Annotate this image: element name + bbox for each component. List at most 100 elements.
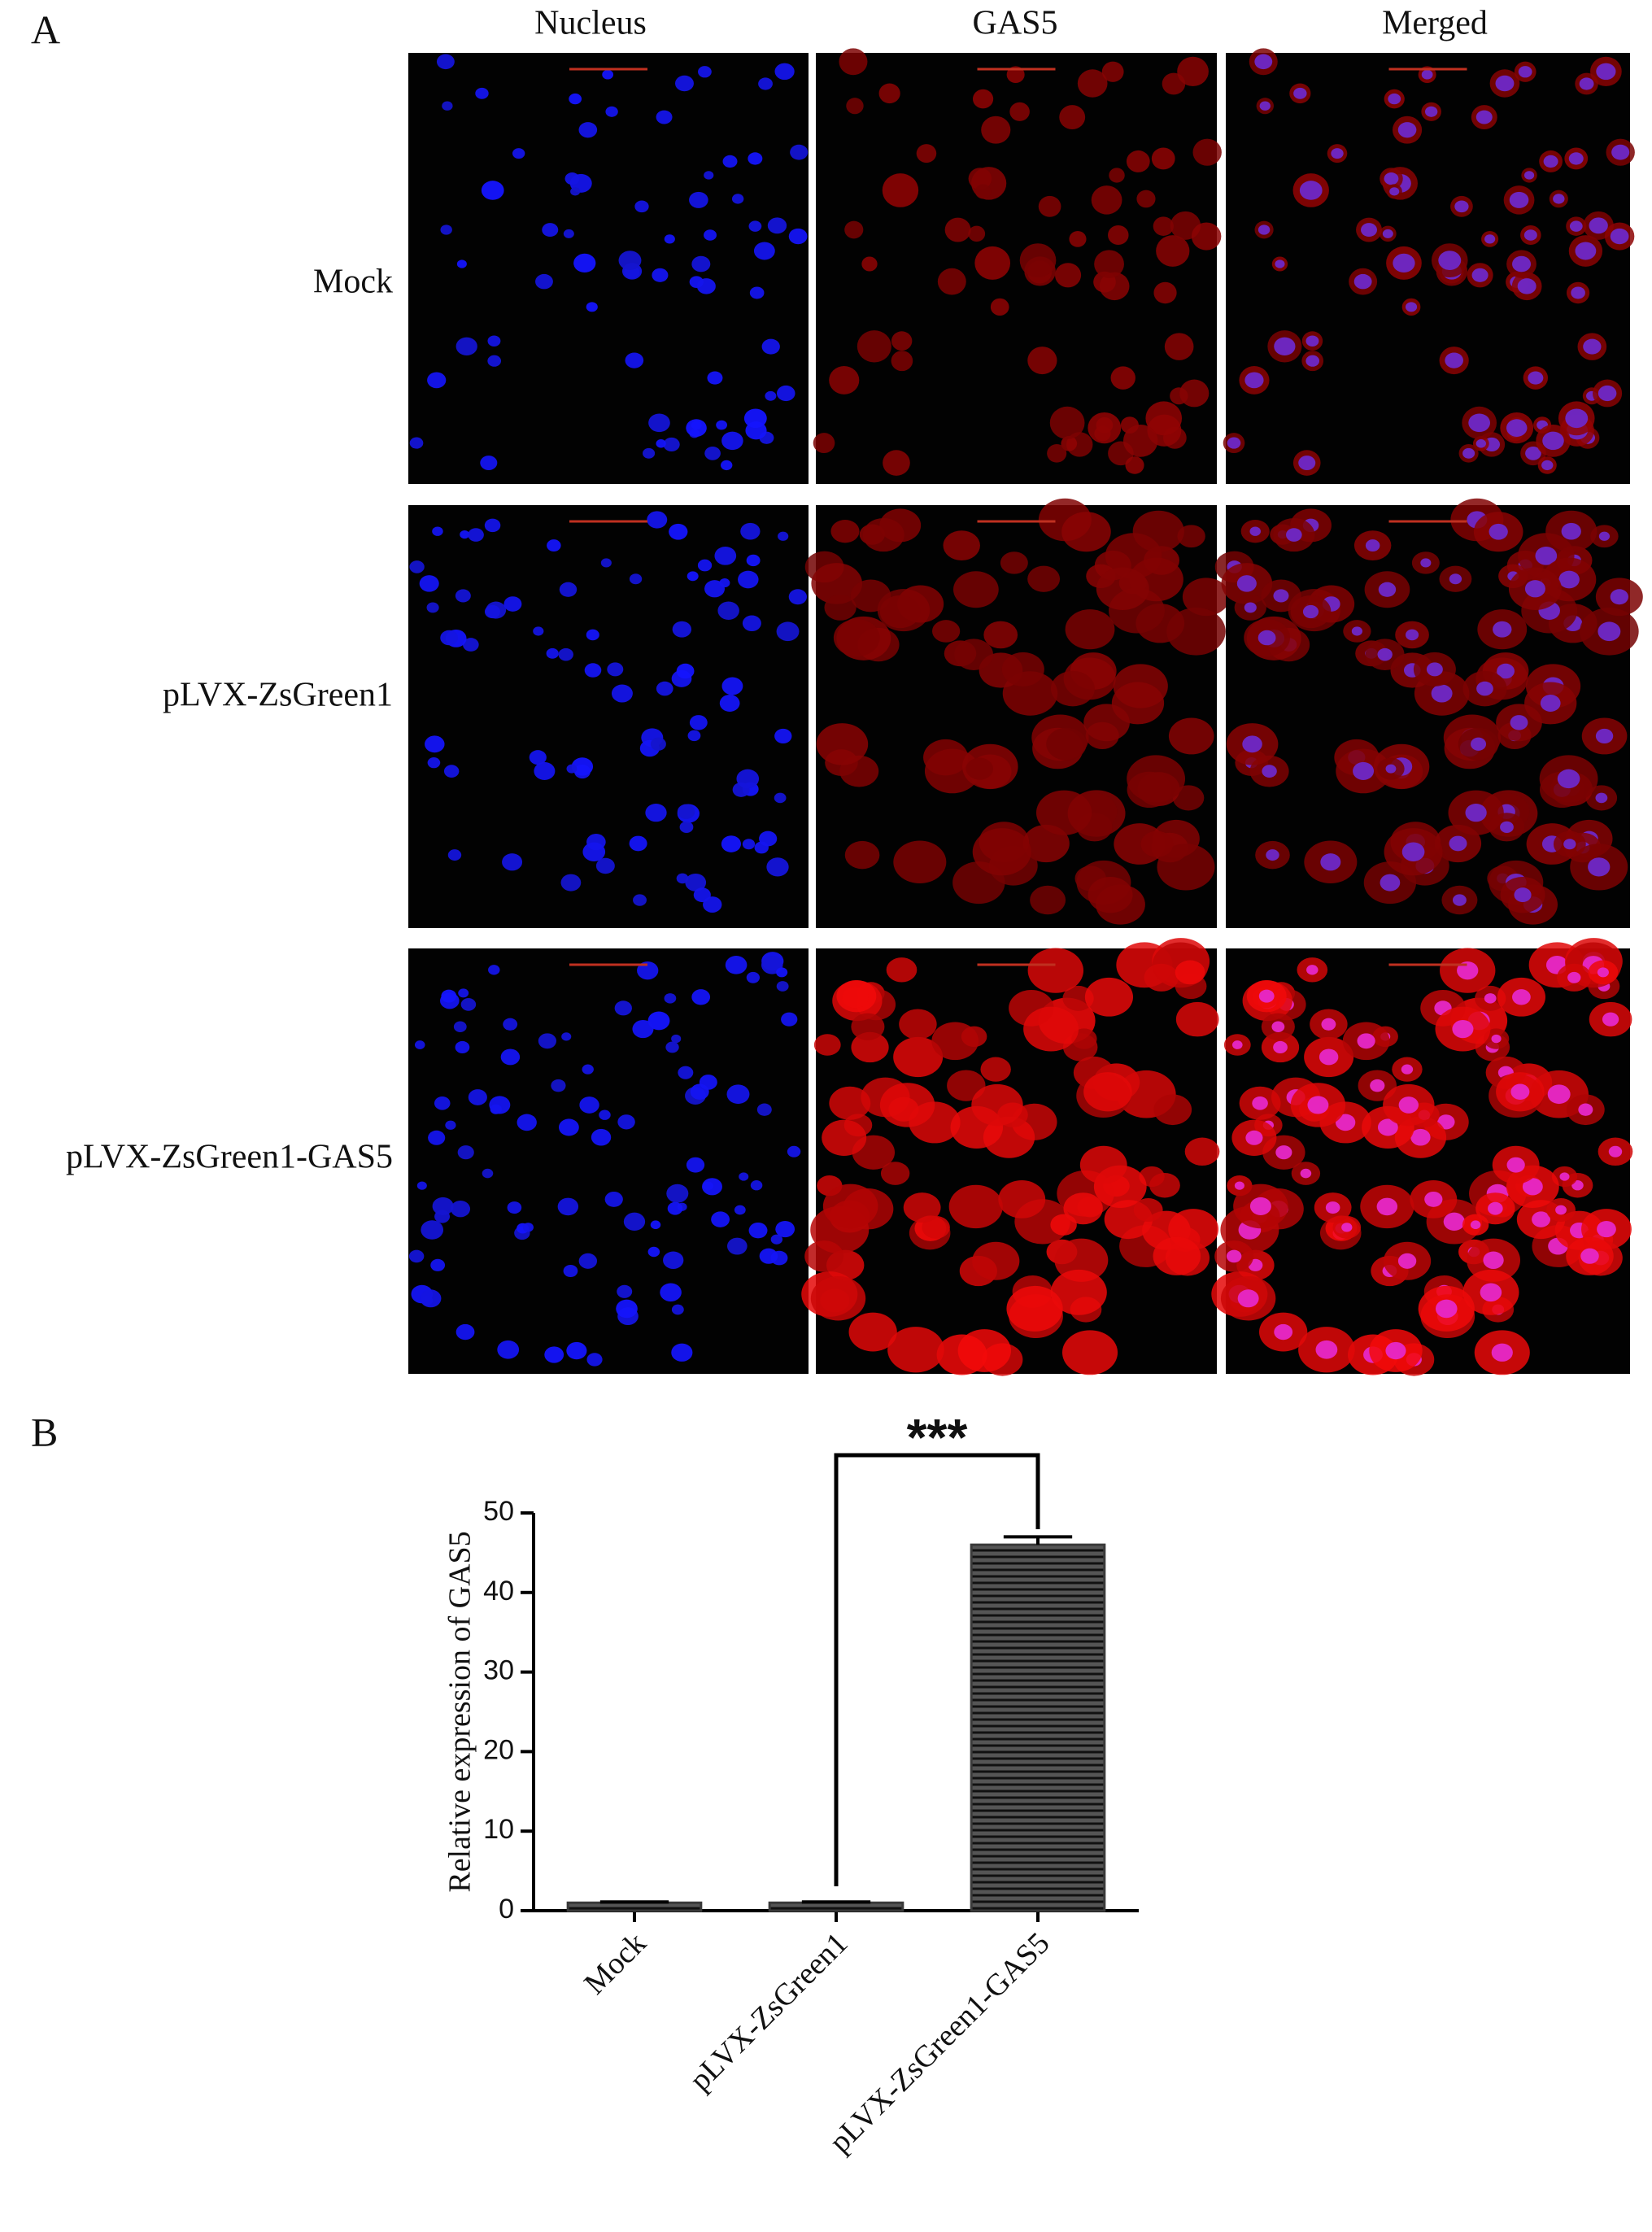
nucleus	[1575, 242, 1597, 260]
image-background	[408, 53, 809, 484]
nucleus	[482, 1168, 494, 1179]
cell-body	[1019, 243, 1057, 278]
nucleus	[693, 887, 711, 903]
nucleus	[1254, 54, 1273, 70]
nucleus	[1424, 1191, 1443, 1207]
cell-body	[1108, 225, 1129, 245]
nucleus	[1321, 1018, 1336, 1031]
nucleus	[720, 460, 733, 471]
cell-body	[1023, 1006, 1079, 1052]
nucleus	[1357, 1033, 1375, 1049]
nucleus	[1484, 234, 1496, 244]
nucleus	[1610, 589, 1628, 605]
nucleus	[726, 1237, 748, 1255]
nucleus	[1385, 764, 1397, 774]
nucleus	[604, 1191, 623, 1207]
nucleus	[788, 228, 808, 245]
nucleus	[1341, 1223, 1353, 1232]
nucleus	[582, 1064, 594, 1075]
nucleus	[484, 604, 501, 619]
cell-body	[883, 450, 910, 476]
cell-body	[822, 1119, 867, 1156]
bar	[566, 1901, 703, 1912]
row-label: pLVX-ZsGreen1-GAS5	[66, 1139, 393, 1176]
nucleus	[1553, 194, 1565, 204]
cell-body	[971, 1083, 1023, 1127]
nucleus	[707, 371, 723, 385]
nucleus	[1493, 621, 1512, 638]
nucleus	[1557, 769, 1580, 789]
cell-body	[1133, 1197, 1163, 1222]
nucleus	[1491, 1343, 1513, 1362]
nucleus	[717, 601, 739, 620]
nucleus	[563, 229, 574, 238]
nucleus	[1495, 75, 1515, 92]
nucleus	[774, 63, 795, 81]
nucleus	[1522, 1178, 1543, 1196]
nucleus	[1517, 278, 1536, 294]
nucleus	[648, 413, 670, 433]
cell-body	[1094, 250, 1124, 278]
nucleus	[1525, 446, 1541, 460]
nucleus	[440, 630, 459, 646]
nucleus	[1351, 626, 1362, 636]
nucleus	[1273, 589, 1289, 603]
cell-body	[1035, 790, 1092, 835]
cell-body	[1009, 102, 1030, 121]
nucleus	[1398, 1096, 1419, 1114]
nucleus	[445, 1120, 456, 1130]
nucleus	[629, 835, 647, 852]
nucleus	[696, 278, 716, 294]
nucleus	[1242, 735, 1262, 753]
nucleus	[1252, 1096, 1268, 1110]
nucleus	[677, 804, 695, 819]
nucleus	[643, 447, 656, 459]
cell-body	[1050, 670, 1095, 707]
nucleus	[711, 1211, 730, 1227]
nucleus	[1420, 558, 1432, 568]
nucleus	[746, 554, 761, 567]
nucleus	[687, 571, 699, 582]
nucleus	[1307, 1096, 1329, 1114]
cell-body	[829, 365, 860, 395]
nucleus	[480, 456, 498, 470]
nucleus	[787, 1145, 801, 1157]
nucleus	[408, 1249, 425, 1263]
error-bar	[801, 1900, 871, 1904]
nucleus	[660, 1283, 682, 1302]
nucleus	[458, 988, 469, 998]
nucleus	[1397, 1253, 1417, 1269]
nucleus	[1541, 460, 1554, 471]
cell-body	[948, 1184, 1003, 1229]
nucleus	[1405, 302, 1418, 312]
nucleus	[1271, 1021, 1285, 1032]
cell-body	[1006, 1285, 1063, 1332]
nucleus	[1275, 1145, 1292, 1160]
nucleus	[586, 302, 598, 312]
nucleus	[719, 694, 740, 712]
cell-body	[998, 1180, 1046, 1218]
cell-body	[922, 1215, 950, 1239]
column-header: GAS5	[972, 5, 1057, 42]
cell-body	[880, 1162, 910, 1185]
panel-label: B	[31, 1409, 58, 1454]
cell-body	[1144, 963, 1179, 992]
nucleus	[722, 155, 738, 168]
micrograph	[408, 948, 809, 1374]
nucleus	[774, 792, 787, 804]
micrograph	[804, 498, 1230, 928]
nucleus	[586, 629, 599, 641]
nucleus	[1567, 971, 1581, 983]
nucleus	[1376, 1197, 1398, 1216]
nucleus	[748, 220, 762, 232]
column-header: Merged	[1382, 5, 1488, 42]
nucleus	[666, 1184, 689, 1203]
nucleus	[1426, 662, 1443, 677]
nucleus	[1597, 967, 1609, 978]
row-label: Mock	[313, 264, 393, 301]
cell-body	[879, 595, 921, 629]
nucleus	[725, 956, 748, 974]
nucleus	[535, 273, 553, 290]
nucleus	[1512, 989, 1531, 1005]
nucleus	[652, 268, 669, 282]
